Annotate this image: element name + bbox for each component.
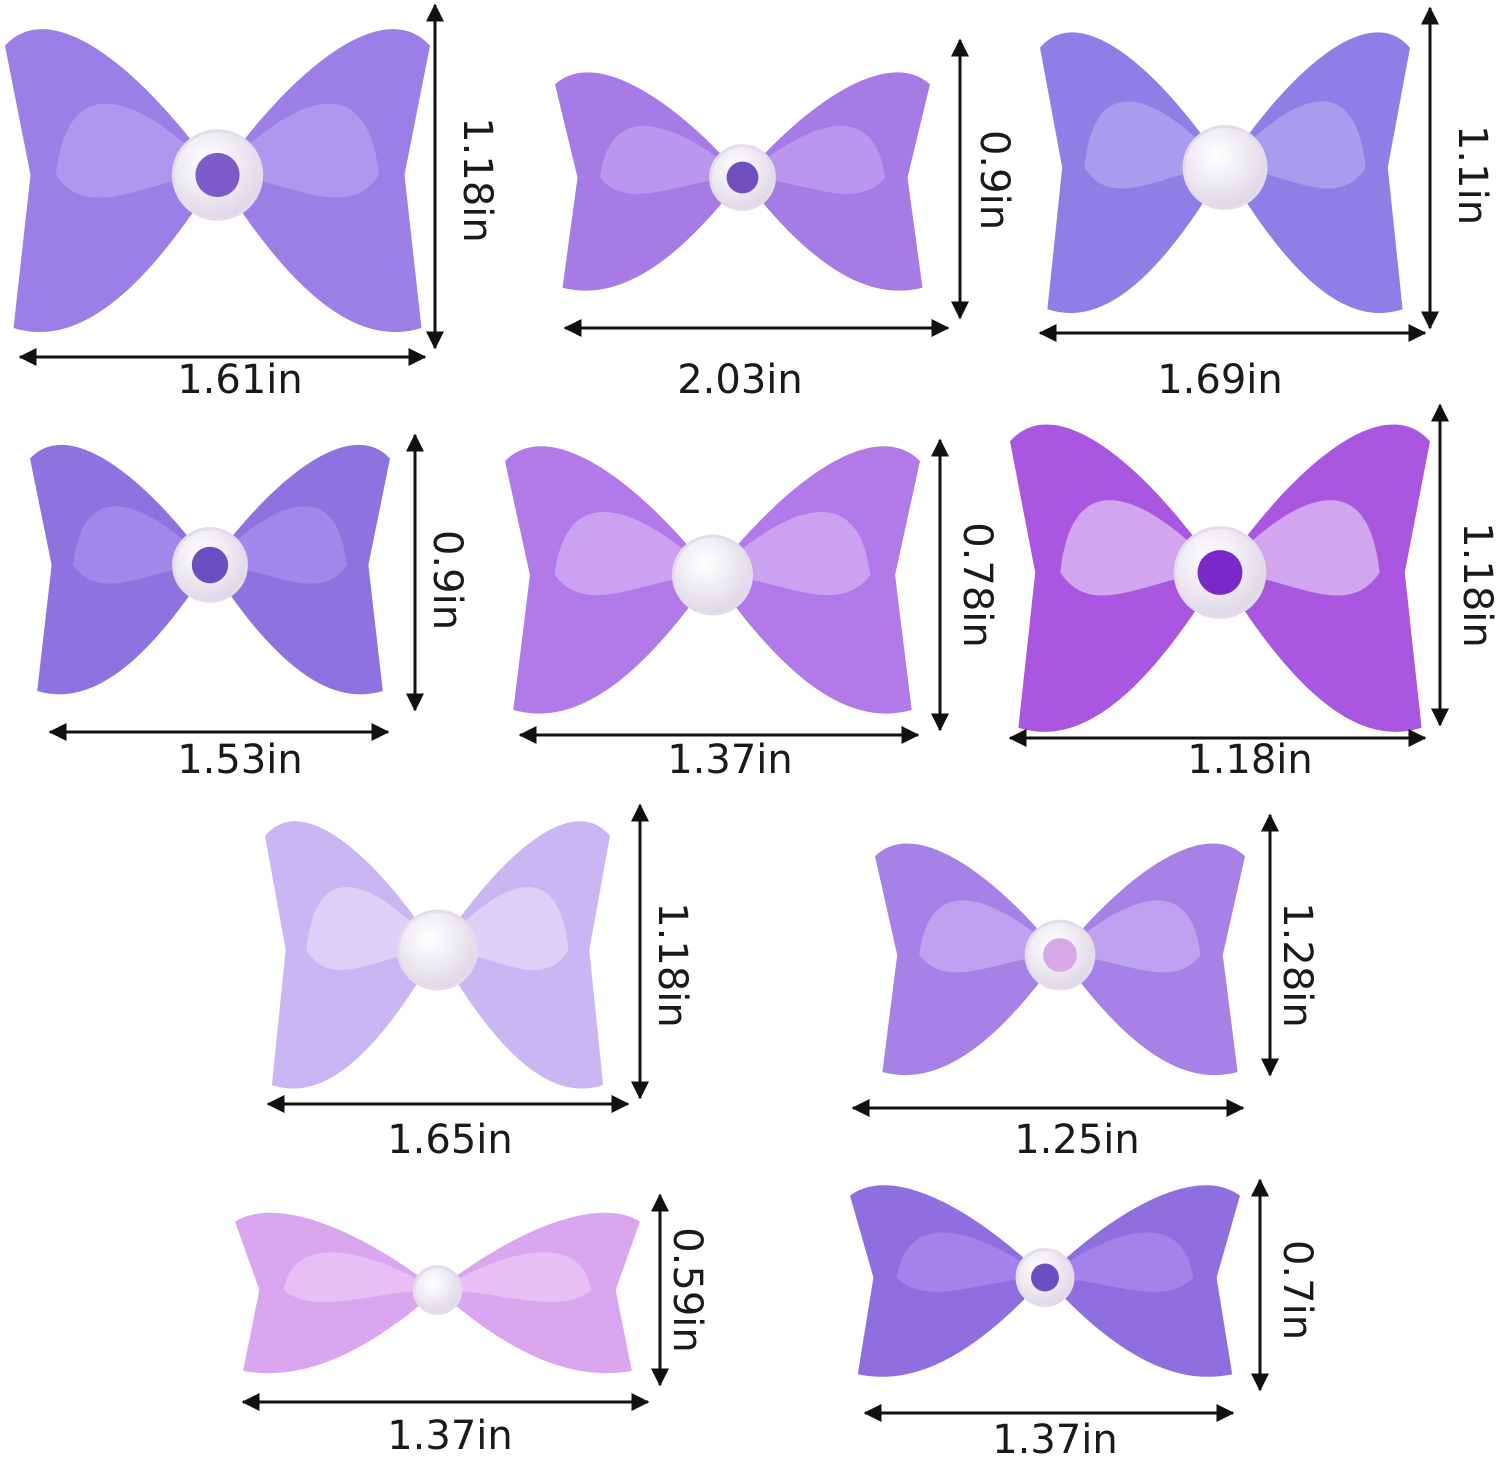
bow-item <box>30 444 390 695</box>
height-label: 0.9in <box>424 530 470 630</box>
bow-sheen <box>1045 1232 1194 1292</box>
width-label: 1.53in <box>177 737 303 783</box>
width-label: 2.03in <box>677 357 803 403</box>
height-label: 1.28in <box>1274 902 1320 1028</box>
bow-center <box>397 909 478 991</box>
bow-center <box>1182 125 1268 210</box>
bow-item <box>265 821 610 1089</box>
bow-item <box>235 1212 640 1374</box>
width-label: 1.69in <box>1157 357 1283 403</box>
bow-gem <box>1031 1263 1059 1292</box>
bow-gem <box>1197 550 1243 595</box>
bow-item <box>875 843 1245 1076</box>
bow-sheen <box>437 1252 592 1302</box>
bow-sheen <box>742 126 885 194</box>
bow-item <box>1040 32 1410 313</box>
bow-gem <box>726 161 759 194</box>
bow-gem <box>1043 938 1077 972</box>
bow-sheen <box>600 126 743 194</box>
height-label: 1.18in <box>454 117 500 243</box>
height-label: 0.78in <box>954 522 1000 648</box>
width-label: 1.37in <box>992 1417 1118 1462</box>
bow-item <box>850 1185 1240 1377</box>
width-label: 1.18in <box>1187 737 1313 783</box>
bow-item <box>1010 424 1430 732</box>
height-label: 0.9in <box>971 130 1017 230</box>
height-label: 1.18in <box>649 902 695 1028</box>
height-label: 1.1in <box>1449 125 1495 225</box>
height-label: 0.7in <box>1274 1240 1320 1340</box>
width-label: 1.25in <box>1014 1117 1140 1163</box>
bow-item <box>505 446 920 714</box>
bow-center <box>672 534 753 616</box>
width-label: 1.37in <box>667 737 793 783</box>
width-label: 1.65in <box>387 1117 513 1163</box>
height-label: 1.18in <box>1454 522 1500 648</box>
height-label: 0.59in <box>664 1227 710 1353</box>
bow-gem <box>195 152 240 198</box>
bow-sheen <box>283 1252 438 1302</box>
bow-item <box>555 72 930 291</box>
bow-sheen <box>896 1232 1045 1292</box>
width-label: 1.61in <box>177 357 303 403</box>
bow-item <box>5 29 430 333</box>
bow-center <box>412 1265 463 1315</box>
width-label: 1.37in <box>387 1413 513 1459</box>
bow-gem <box>191 546 229 584</box>
